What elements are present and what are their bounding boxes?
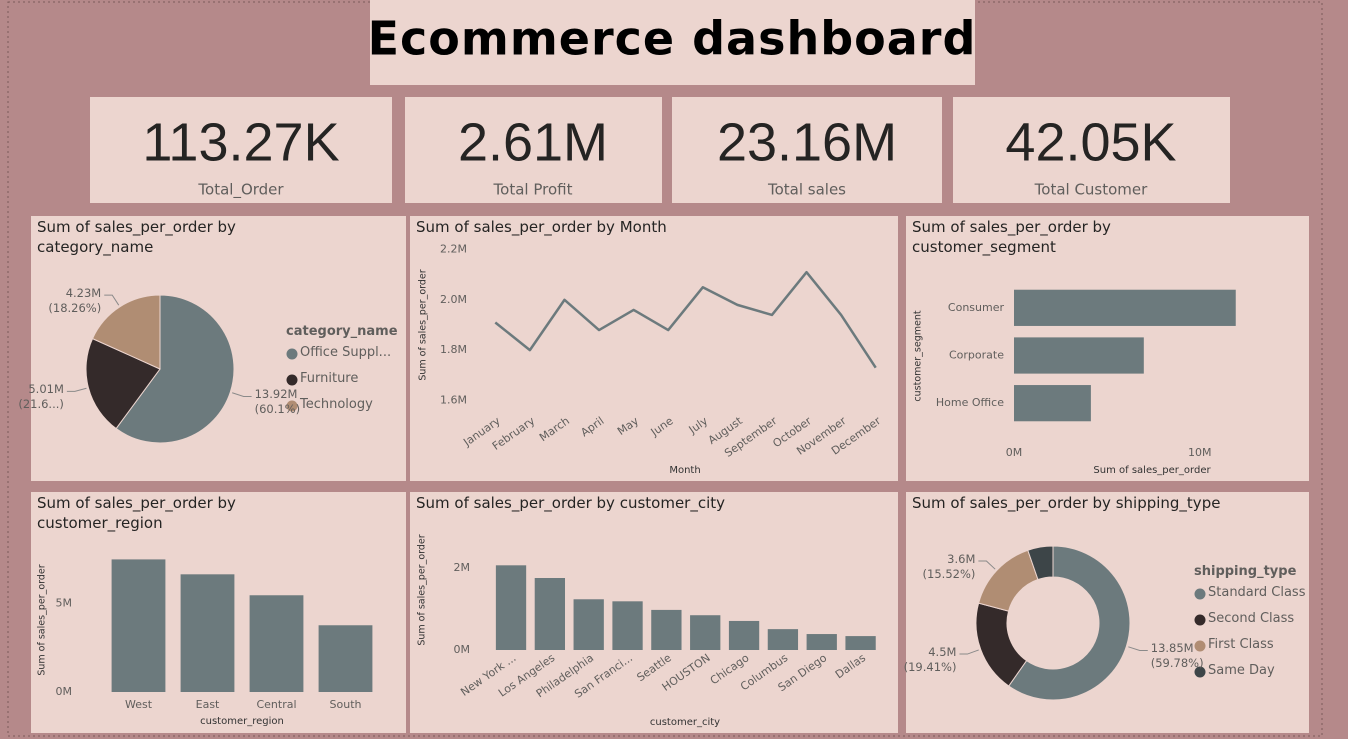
x-tick-label: Central xyxy=(256,698,296,711)
data-label: 4.23M (18.26%) xyxy=(48,286,102,316)
bar xyxy=(690,615,721,650)
data-label: 5.01M (21.6...) xyxy=(18,382,64,412)
x-tick-label: West xyxy=(125,698,153,711)
data-label: 3.6M (15.52%) xyxy=(922,552,976,581)
kpi-label: Total sales xyxy=(767,181,846,199)
bar xyxy=(845,636,876,650)
y-axis-title: Sum of sales_per_order xyxy=(37,564,48,675)
x-axis-title: Sum of sales_per_order xyxy=(1093,465,1211,476)
legend-label: Second Class xyxy=(1208,611,1295,626)
y-axis-title: Sum of sales_per_order xyxy=(417,534,428,645)
kpi-value: 23.16M xyxy=(717,112,897,172)
legend-label: First Class xyxy=(1208,637,1274,652)
y-axis-title: Sum of sales_per_order xyxy=(418,269,429,380)
bar xyxy=(612,601,643,650)
kpi-label: Total_Order xyxy=(197,181,284,200)
legend-swatch xyxy=(1194,640,1206,652)
line xyxy=(494,270,877,369)
x-axis-title: Month xyxy=(669,465,700,476)
donut-slice xyxy=(1008,545,1131,701)
data-label: 13.92M (60.1%) xyxy=(254,387,301,417)
bar xyxy=(767,629,799,650)
data-label: 13.85M (59.78%) xyxy=(1150,641,1204,671)
leader-line xyxy=(1128,646,1148,651)
kpi-value: 42.05K xyxy=(1005,112,1176,172)
y-tick-label: 5M xyxy=(56,596,73,609)
y-tick-label: Corporate xyxy=(949,349,1004,362)
x-axis-title: customer_region xyxy=(200,716,284,727)
bar xyxy=(573,599,604,650)
bar xyxy=(728,620,760,650)
leader-line xyxy=(232,392,252,397)
pie-slice xyxy=(91,294,161,370)
title-box xyxy=(370,0,975,85)
y-tick-label: 2.0M xyxy=(440,293,467,306)
leader-line xyxy=(959,649,979,655)
bar xyxy=(651,609,682,650)
legend-label: Standard Class xyxy=(1208,585,1306,600)
leader-line xyxy=(104,294,120,306)
bar xyxy=(318,625,373,692)
bar xyxy=(495,565,527,650)
data-label: 4.5M (19.41%) xyxy=(903,645,957,675)
chart-title: Sum of sales_per_order by shipping_type xyxy=(912,494,1221,512)
legend-swatch xyxy=(286,400,298,412)
bar xyxy=(1014,385,1091,422)
y-tick-label: 2M xyxy=(454,561,471,574)
x-tick-label: 0M xyxy=(1006,446,1023,459)
legend-label: Same Day xyxy=(1208,663,1275,678)
x-tick-label: East xyxy=(196,698,220,711)
donut-slice xyxy=(1027,545,1054,581)
kpi-card xyxy=(405,97,662,203)
chart-title: Sum of sales_per_order by customer_regio… xyxy=(37,494,236,532)
x-axis-title: customer_city xyxy=(650,717,720,728)
legend-label: Furniture xyxy=(300,371,359,386)
kpi-label: Total Profit xyxy=(493,181,573,199)
pie-slice xyxy=(115,294,235,444)
bar xyxy=(534,578,566,650)
bar xyxy=(111,559,166,692)
y-tick-label: 0M xyxy=(454,643,471,656)
chart-title: Sum of sales_per_order by customer_city xyxy=(416,494,726,512)
bar xyxy=(1014,289,1236,326)
kpi-label: Total Customer xyxy=(1034,181,1148,199)
legend-swatch xyxy=(286,348,298,360)
leader-line xyxy=(66,387,87,392)
y-tick-label: 2.2M xyxy=(440,243,467,256)
x-tick-label: South xyxy=(330,698,362,711)
legend-swatch xyxy=(286,374,298,386)
chart-panel xyxy=(410,216,898,481)
chart-title: Sum of sales_per_order by category_name xyxy=(37,218,236,256)
leader-line xyxy=(978,560,996,570)
bar xyxy=(1014,337,1144,374)
legend-label: Office Suppl... xyxy=(300,345,392,360)
legend-label: Technology xyxy=(300,397,373,412)
bar xyxy=(180,574,235,692)
kpi-card xyxy=(953,97,1230,203)
legend-swatch xyxy=(1194,614,1206,626)
y-tick-label: Home Office xyxy=(936,396,1004,409)
y-axis-title: customer_segment xyxy=(913,310,924,401)
legend-title: shipping_type xyxy=(1194,564,1297,579)
y-tick-label: 1.6M xyxy=(440,393,467,406)
legend-swatch xyxy=(1194,588,1206,600)
chart-title: Sum of sales_per_order by Month xyxy=(416,218,667,236)
bar xyxy=(249,595,304,692)
legend-swatch xyxy=(1194,666,1206,678)
kpi-card xyxy=(672,97,942,203)
x-tick-label: 10M xyxy=(1188,446,1212,459)
y-tick-label: 1.8M xyxy=(440,343,467,356)
bar xyxy=(806,634,837,650)
dashboard-title: Ecommerce dashboard xyxy=(368,12,977,66)
legend-title: category_name xyxy=(286,324,398,339)
kpi-value: 113.27K xyxy=(142,112,339,172)
kpi-value: 2.61M xyxy=(458,112,608,172)
y-tick-label: 0M xyxy=(56,685,73,698)
chart-title: Sum of sales_per_order by customer_segme… xyxy=(912,218,1111,256)
y-tick-label: Consumer xyxy=(948,301,1005,314)
kpi-card xyxy=(90,97,392,203)
